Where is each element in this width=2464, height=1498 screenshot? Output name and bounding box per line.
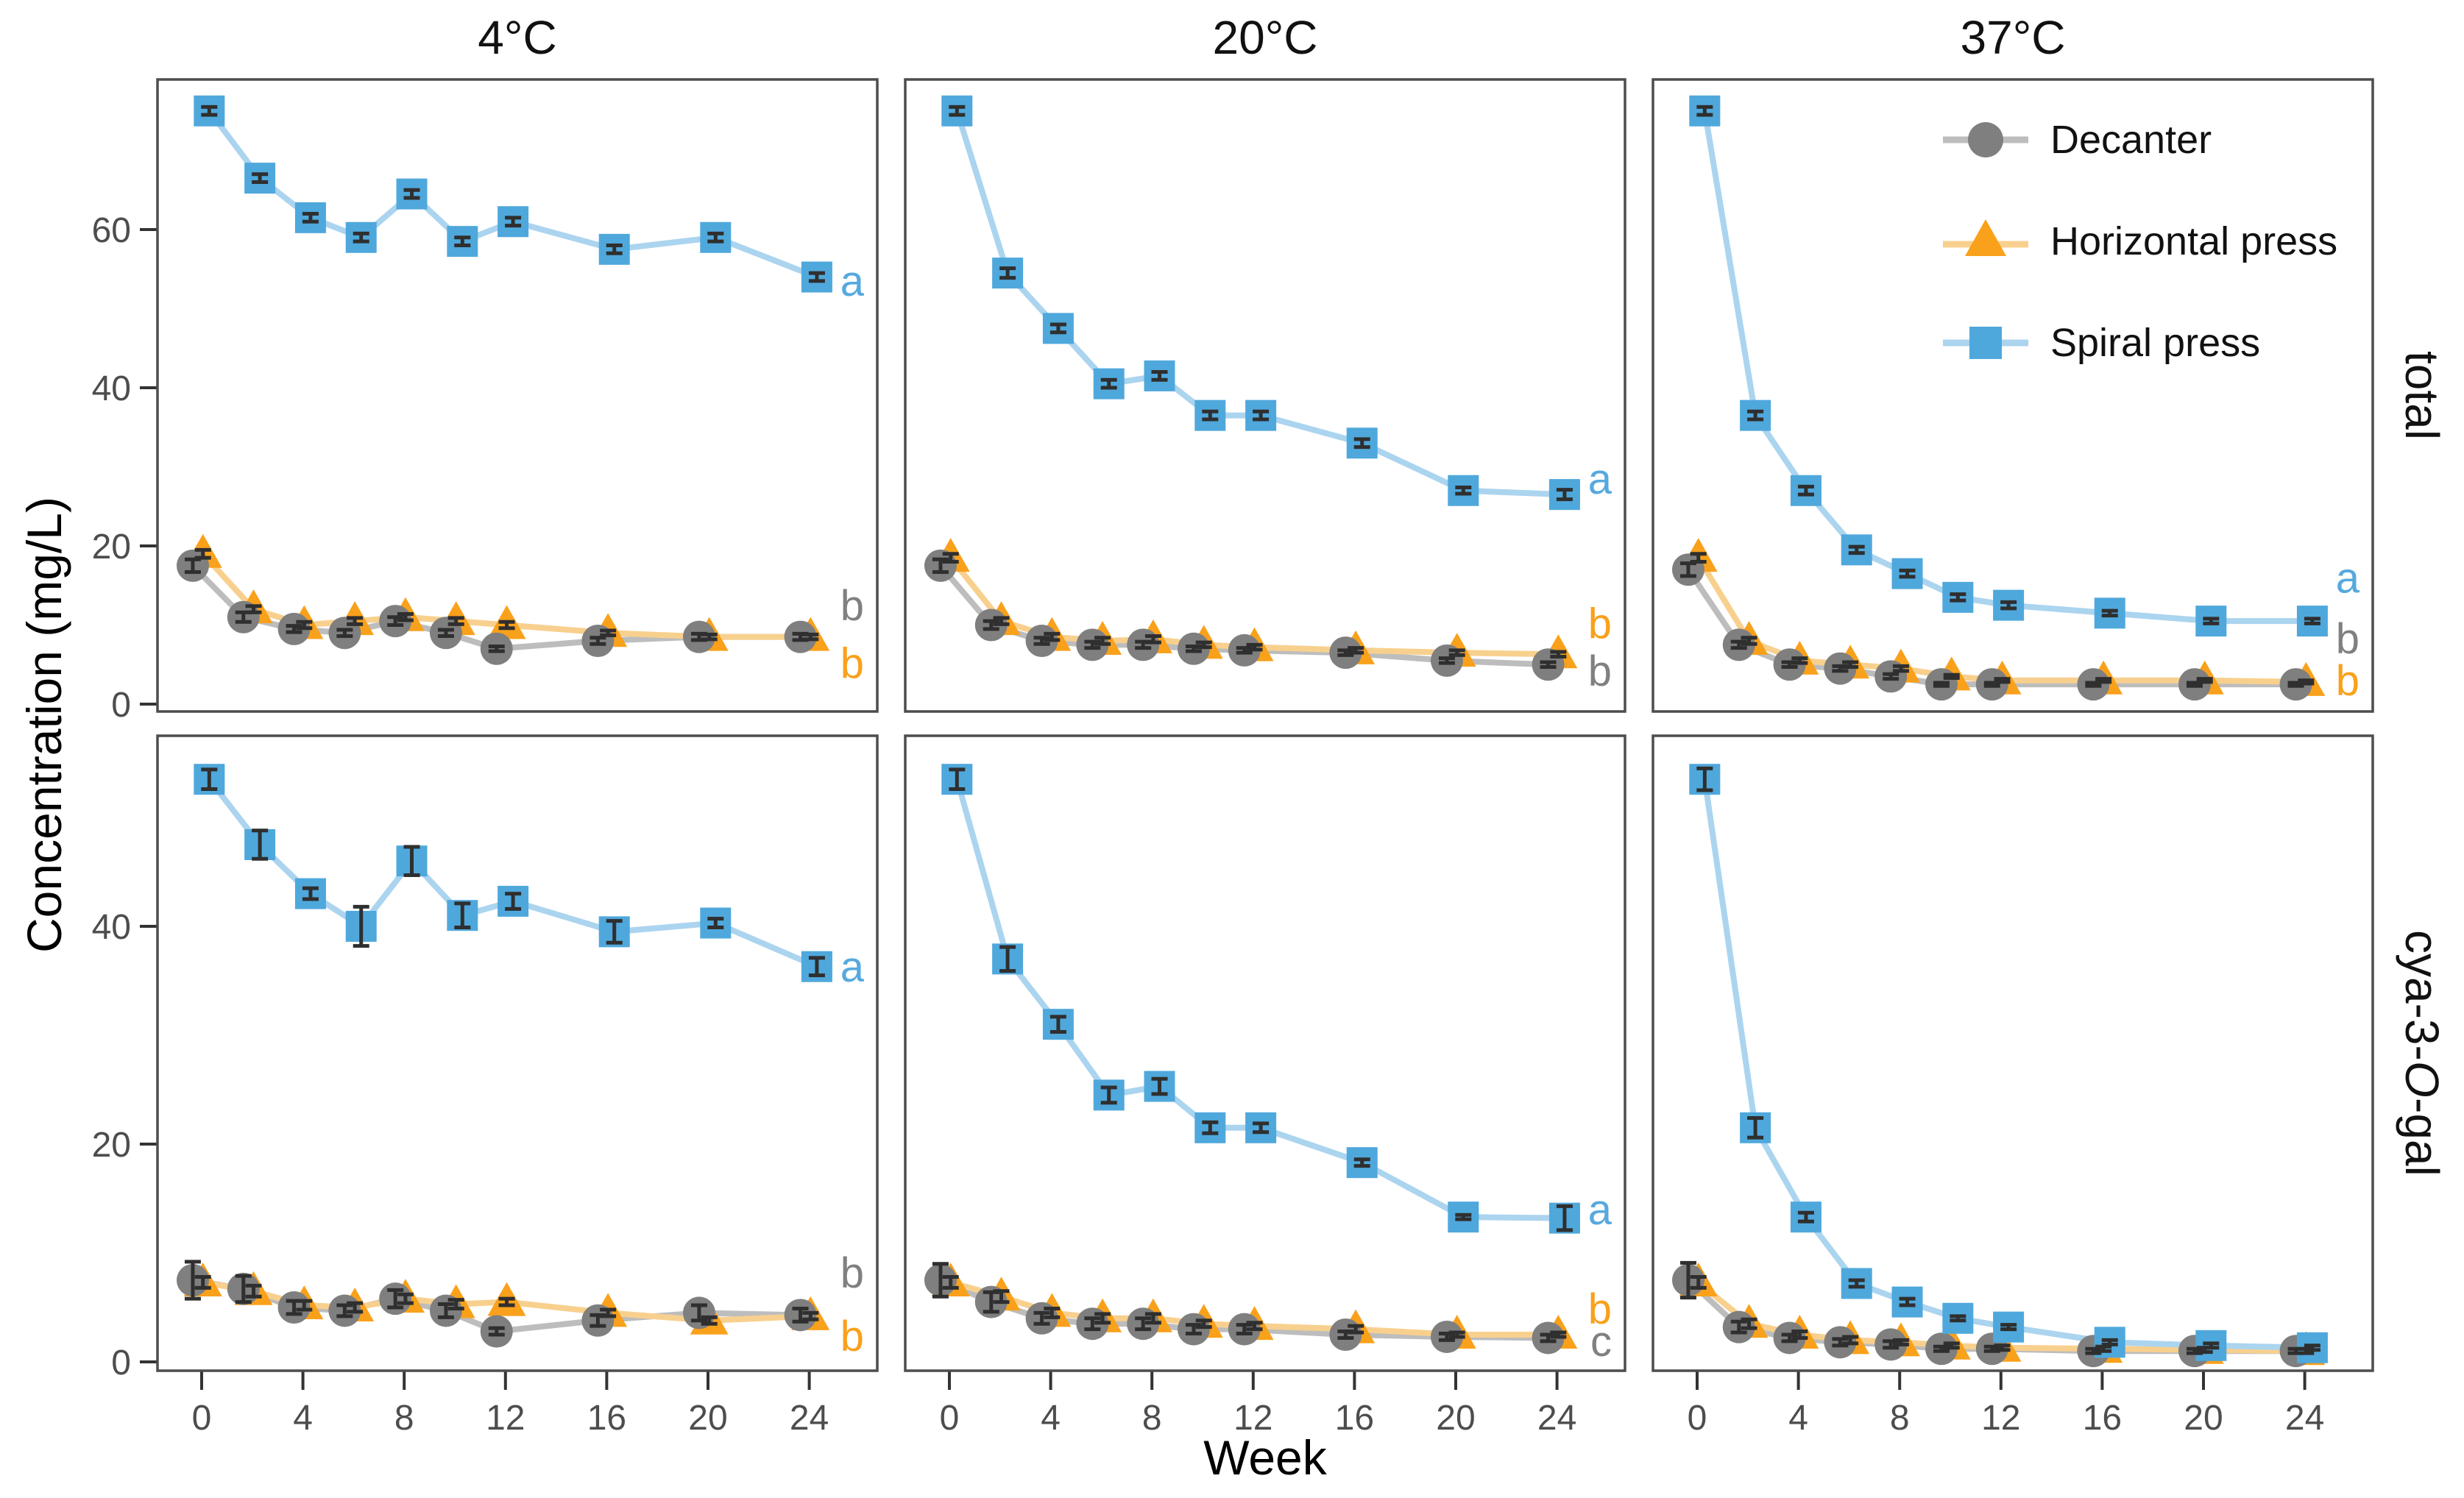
spiral-line: [1702, 776, 2315, 1351]
panel-border: [156, 78, 879, 713]
facet-row-label-cya-part1: cya-3-: [2396, 930, 2449, 1062]
significance-letter: c: [1590, 1318, 1612, 1366]
significance-letter: b: [1588, 647, 1612, 695]
spiral-line: [954, 776, 1568, 1221]
x-axis-title: Week: [1203, 1430, 1327, 1485]
facet-row-label-cya-part3: -gal: [2396, 1097, 2449, 1176]
x-tick-label: 8: [1890, 1399, 1910, 1438]
y-tick-label: 40: [92, 369, 131, 408]
y-tick-label: 40: [92, 908, 131, 947]
legend-label-horizontal-press: Horizontal press: [2050, 219, 2338, 263]
y-tick-label: 0: [111, 686, 131, 725]
facet-row-label-total: total: [2396, 351, 2449, 440]
significance-letter: b: [1588, 1285, 1612, 1333]
significance-letter: b: [840, 1249, 864, 1297]
significance-letter: a: [2336, 554, 2360, 602]
horizontal-line: [947, 555, 1562, 658]
significance-letter: a: [840, 258, 865, 305]
x-tick-label: 20: [2184, 1399, 2223, 1438]
significance-letter: a: [1588, 455, 1612, 503]
significance-letter: b: [2336, 657, 2359, 705]
y-tick-label: 20: [92, 1126, 131, 1165]
spiral-press-square-icon: [1943, 327, 2028, 359]
significance-letter: b: [1588, 600, 1612, 648]
panel-border: [904, 78, 1626, 713]
legend-item-decanter: Decanter: [1940, 104, 2337, 175]
x-tick-label: 8: [1142, 1399, 1162, 1438]
y-tick-label: 60: [92, 211, 131, 250]
legend-item-horizontal-press: Horizontal press: [1940, 206, 2337, 277]
spiral-line: [1702, 107, 2315, 625]
x-tick-label: 16: [1335, 1399, 1374, 1438]
y-tick-label: 0: [111, 1343, 131, 1382]
spiral-line: [206, 107, 820, 280]
x-tick-label: 24: [1537, 1399, 1576, 1438]
x-tick-label: 24: [790, 1399, 829, 1438]
x-tick-label: 20: [1436, 1399, 1475, 1438]
x-tick-label: 24: [2285, 1399, 2324, 1438]
horizontal-press-triangle-icon: [1943, 219, 2028, 256]
x-tick-label: 4: [1041, 1399, 1061, 1438]
x-tick-label: 20: [688, 1399, 727, 1438]
decanter-circle-icon: [1943, 122, 2028, 157]
x-tick-label: 12: [1233, 1399, 1272, 1438]
significance-letter: b: [840, 639, 864, 687]
facet-col-title-37c: 37°C: [1960, 11, 2066, 64]
spiral-line: [206, 776, 820, 970]
x-tick-label: 12: [1981, 1399, 2020, 1438]
significance-letter: b: [840, 1313, 864, 1360]
x-tick-label: 16: [587, 1399, 626, 1438]
horizontal-line: [947, 1279, 1562, 1338]
x-tick-label: 0: [192, 1399, 212, 1438]
horizontal-line: [199, 550, 814, 640]
horizontal-line: [1695, 555, 2309, 685]
significance-letter: b: [840, 582, 864, 630]
panel-border: [156, 734, 879, 1372]
legend-item-spiral-press: Spiral press: [1940, 308, 2337, 378]
x-tick-label: 8: [394, 1399, 414, 1438]
facet-row-label-cya: cya-3- O -gal: [2389, 736, 2455, 1371]
panel-border: [1651, 78, 2374, 713]
significance-letter: b: [2336, 615, 2359, 663]
x-tick-label: 0: [940, 1399, 960, 1438]
x-tick-label: 0: [1688, 1399, 1707, 1438]
legend: Decanter Horizontal press Spiral press: [1940, 104, 2337, 409]
significance-letter: a: [1588, 1186, 1612, 1234]
x-tick-label: 4: [1788, 1399, 1808, 1438]
x-tick-label: 4: [293, 1399, 313, 1438]
legend-label-decanter: Decanter: [2050, 118, 2212, 162]
y-tick-label: 20: [92, 528, 131, 567]
facet-col-title-4c: 4°C: [478, 11, 557, 64]
x-tick-label: 16: [2083, 1399, 2122, 1438]
legend-label-spiral-press: Spiral press: [2050, 321, 2261, 365]
y-axis-title: Concentration (mg/L): [17, 497, 71, 954]
panel-border: [1651, 734, 2374, 1372]
horizontal-line: [199, 1279, 814, 1324]
facet-row-label-cya-part2: O: [2396, 1061, 2449, 1098]
spiral-line: [954, 107, 1568, 498]
facet-col-title-20c: 20°C: [1212, 11, 1318, 64]
panel-border: [904, 734, 1626, 1372]
x-tick-label: 12: [486, 1399, 525, 1438]
significance-letter: a: [840, 943, 865, 991]
